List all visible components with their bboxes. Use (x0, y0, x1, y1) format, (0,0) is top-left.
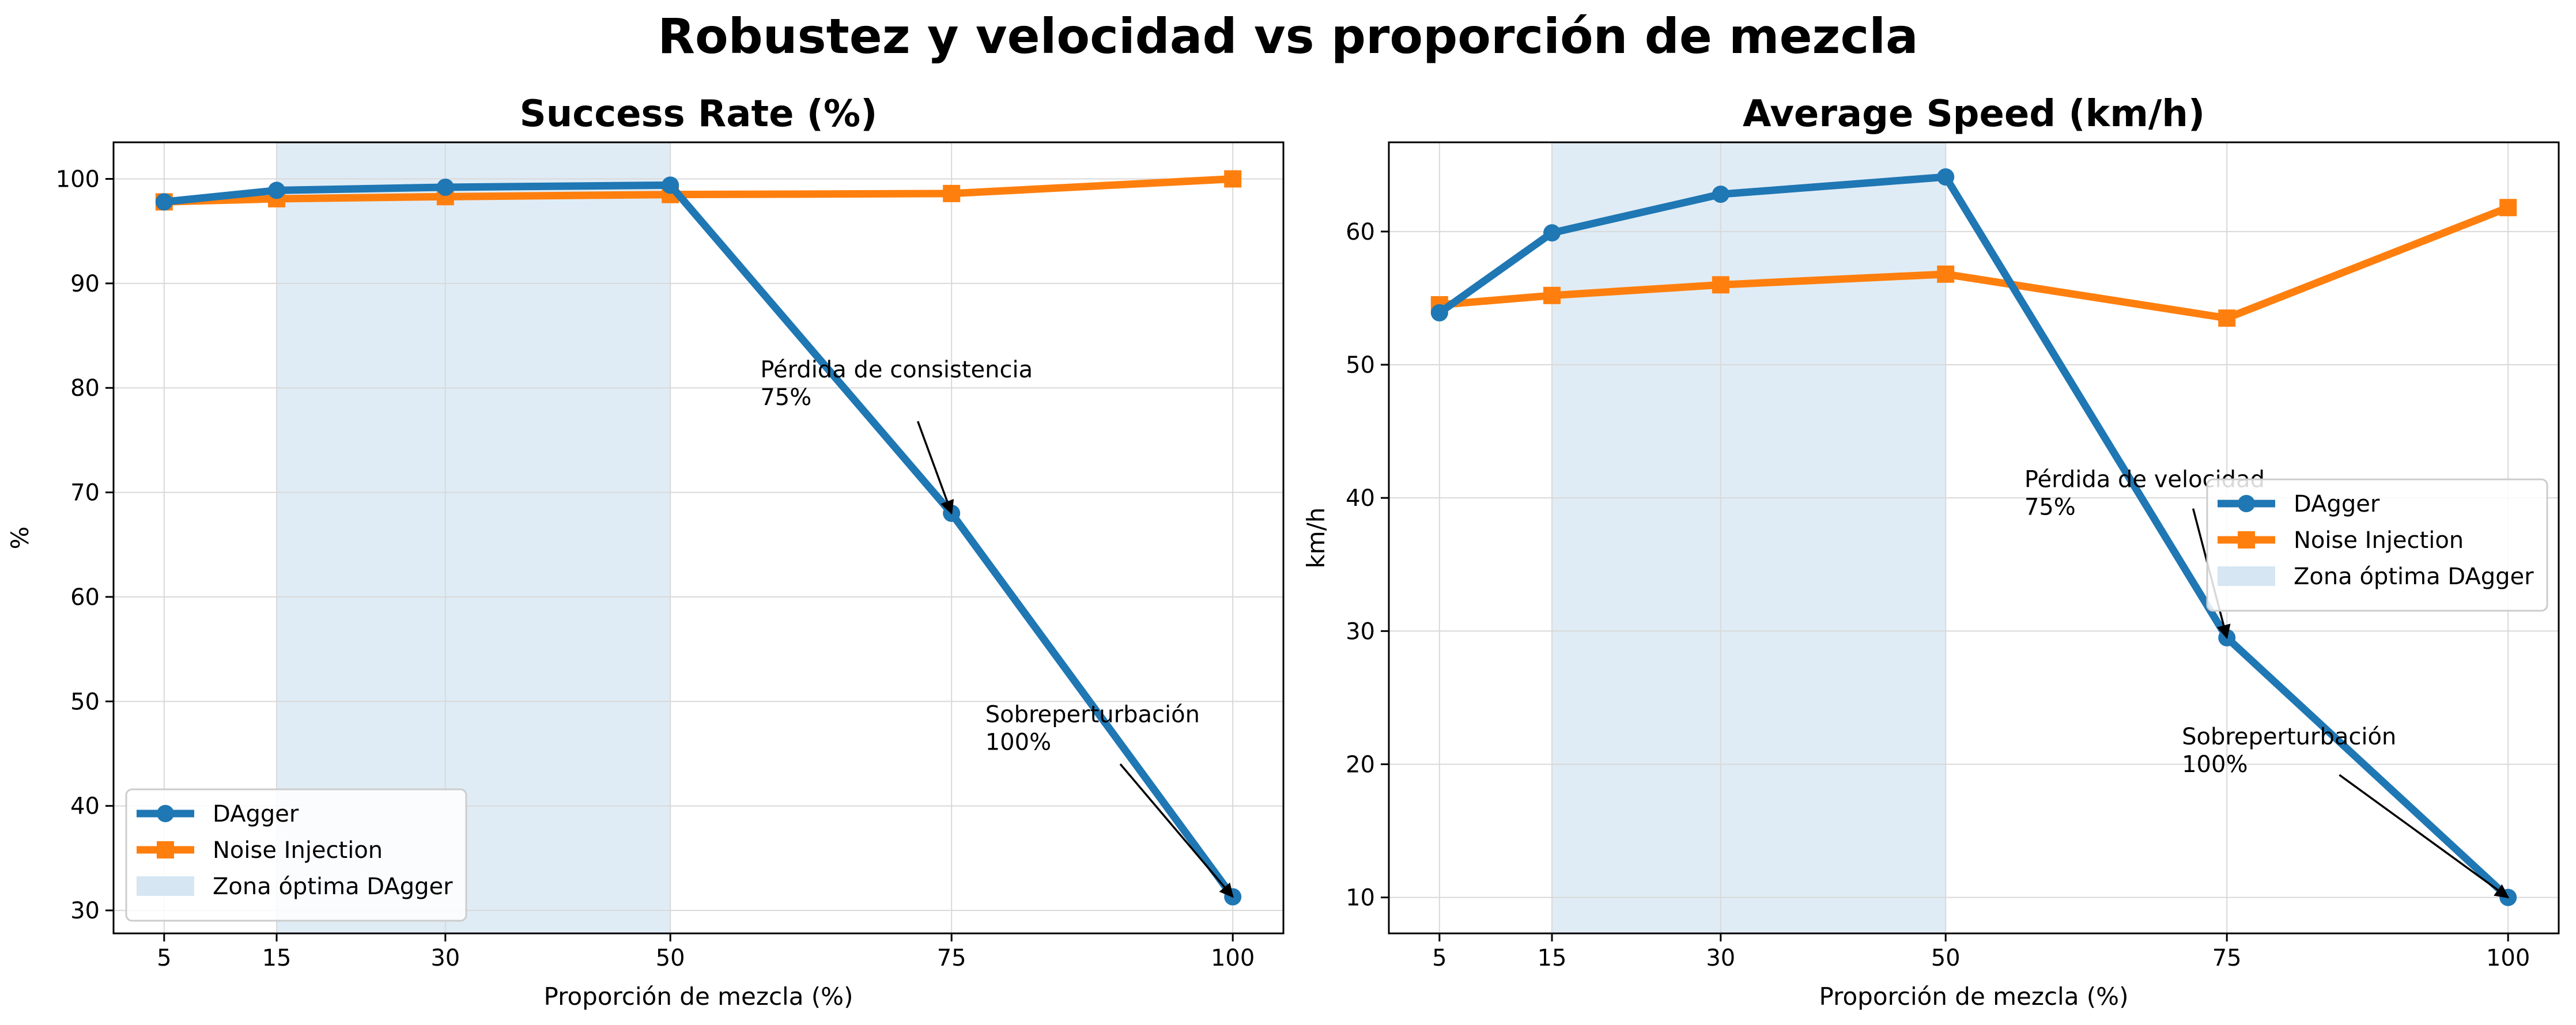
legend-label: Zona óptima DAgger (213, 873, 453, 900)
x-axis-label: Proporción de mezcla (%) (544, 982, 853, 1011)
y-tick-label: 10 (1346, 885, 1375, 911)
legend-marker (157, 841, 174, 858)
series-line-dagger (1436, 173, 2512, 902)
legend-marker (157, 805, 174, 822)
data-point-noise-injection (943, 184, 961, 202)
x-tick-label: 30 (430, 945, 460, 971)
annotation-arrow (1119, 763, 1234, 898)
panel-title: Success Rate (%) (520, 93, 878, 135)
y-tick-label: 60 (70, 584, 100, 611)
x-axis-label: Proporción de mezcla (%) (1819, 982, 2129, 1011)
annotation-text: Sobreperturbación (985, 702, 1200, 728)
data-point-noise-injection (1937, 265, 1955, 283)
annotation-subtext: 100% (985, 729, 1051, 756)
series-line-noise-injection (1436, 203, 2512, 322)
y-tick-label: 50 (1346, 352, 1375, 379)
x-tick-label: 5 (1432, 945, 1446, 971)
panel-title: Average Speed (km/h) (1743, 93, 2205, 135)
x-tick-label: 75 (937, 945, 966, 971)
legend-swatch-zone (137, 876, 194, 896)
series-line-noise-injection (160, 175, 1237, 206)
chart-panel-2: 5 15 30 50 75 100 10 20 30 40 50 60 Average Speed (k… (1302, 93, 2560, 1011)
x-tick-label: 100 (1211, 945, 1255, 971)
y-tick-label: 100 (56, 166, 100, 192)
legend: DAgger Noise Injection Zona óptima DAgger (2206, 478, 2548, 612)
legend-box (125, 788, 467, 922)
y-axis-label: km/h (1302, 507, 1330, 568)
data-point-dagger (1712, 186, 1729, 203)
y-tick-label: 40 (1346, 485, 1375, 512)
x-tick-label: 5 (157, 945, 171, 971)
legend-swatch-zone (2218, 566, 2275, 586)
y-tick-label: 70 (70, 480, 100, 506)
x-tick-label: 100 (2486, 945, 2530, 971)
plot-frame (1388, 141, 2560, 935)
data-point-noise-injection (1224, 170, 1242, 188)
x-tick-label: 15 (1538, 945, 1567, 971)
annotation-arrow (916, 421, 954, 515)
y-tick-label: 20 (1346, 751, 1375, 778)
data-point-noise-injection (1712, 276, 1729, 294)
plot-frame (112, 141, 1285, 935)
y-tick-label: 80 (70, 375, 100, 402)
x-tick-label: 50 (1931, 945, 1961, 971)
chart-panel-1: 5 15 30 50 75 100 30 40 50 60 70 80 90 100 Success Rat… (6, 93, 1285, 1011)
figure-title: Robustez y velocidad vs proporción de me… (658, 8, 1918, 65)
annotation-subtext: 75% (2024, 494, 2076, 521)
series-line-dagger (160, 181, 1237, 901)
legend-label: Noise Injection (213, 837, 383, 864)
annotation-subtext: 100% (2182, 751, 2248, 778)
x-tick-label: 50 (656, 945, 685, 971)
optimal-zone-band (1552, 142, 1946, 933)
annotation-arrow (2339, 774, 2510, 899)
data-point-dagger (155, 193, 173, 211)
data-point-dagger (268, 181, 286, 199)
data-point-noise-injection (1543, 286, 1561, 304)
y-tick-label: 40 (70, 793, 100, 820)
y-tick-label: 90 (70, 271, 100, 297)
data-point-noise-injection (2499, 199, 2517, 217)
legend-label: Noise Injection (2294, 527, 2464, 554)
y-tick-label: 60 (1346, 219, 1375, 245)
annotation-subtext: 75% (760, 384, 811, 411)
y-tick-label: 30 (70, 898, 100, 924)
data-point-noise-injection (2218, 309, 2236, 327)
legend-label: DAgger (2294, 491, 2380, 517)
annotation-text: Sobreperturbación (2182, 724, 2396, 750)
x-tick-label: 75 (2212, 945, 2242, 971)
legend-marker (2238, 531, 2255, 549)
data-point-dagger (1937, 168, 1955, 186)
x-tick-label: 30 (1706, 945, 1735, 971)
y-tick-label: 50 (70, 689, 100, 715)
legend-label: Zona óptima DAgger (2294, 563, 2534, 590)
data-point-dagger (662, 176, 679, 194)
data-point-dagger (436, 178, 454, 196)
y-tick-label: 30 (1346, 618, 1375, 645)
data-point-dagger (1543, 224, 1561, 242)
annotation-text: Pérdida de consistencia (760, 357, 1033, 383)
y-axis-label: % (6, 527, 34, 550)
legend-box (2206, 478, 2548, 612)
x-tick-label: 15 (262, 945, 292, 971)
legend-label: DAgger (213, 801, 299, 827)
legend-marker (2238, 495, 2255, 512)
legend: DAgger Noise Injection Zona óptima DAgger (125, 788, 467, 922)
data-point-dagger (1430, 304, 1448, 322)
